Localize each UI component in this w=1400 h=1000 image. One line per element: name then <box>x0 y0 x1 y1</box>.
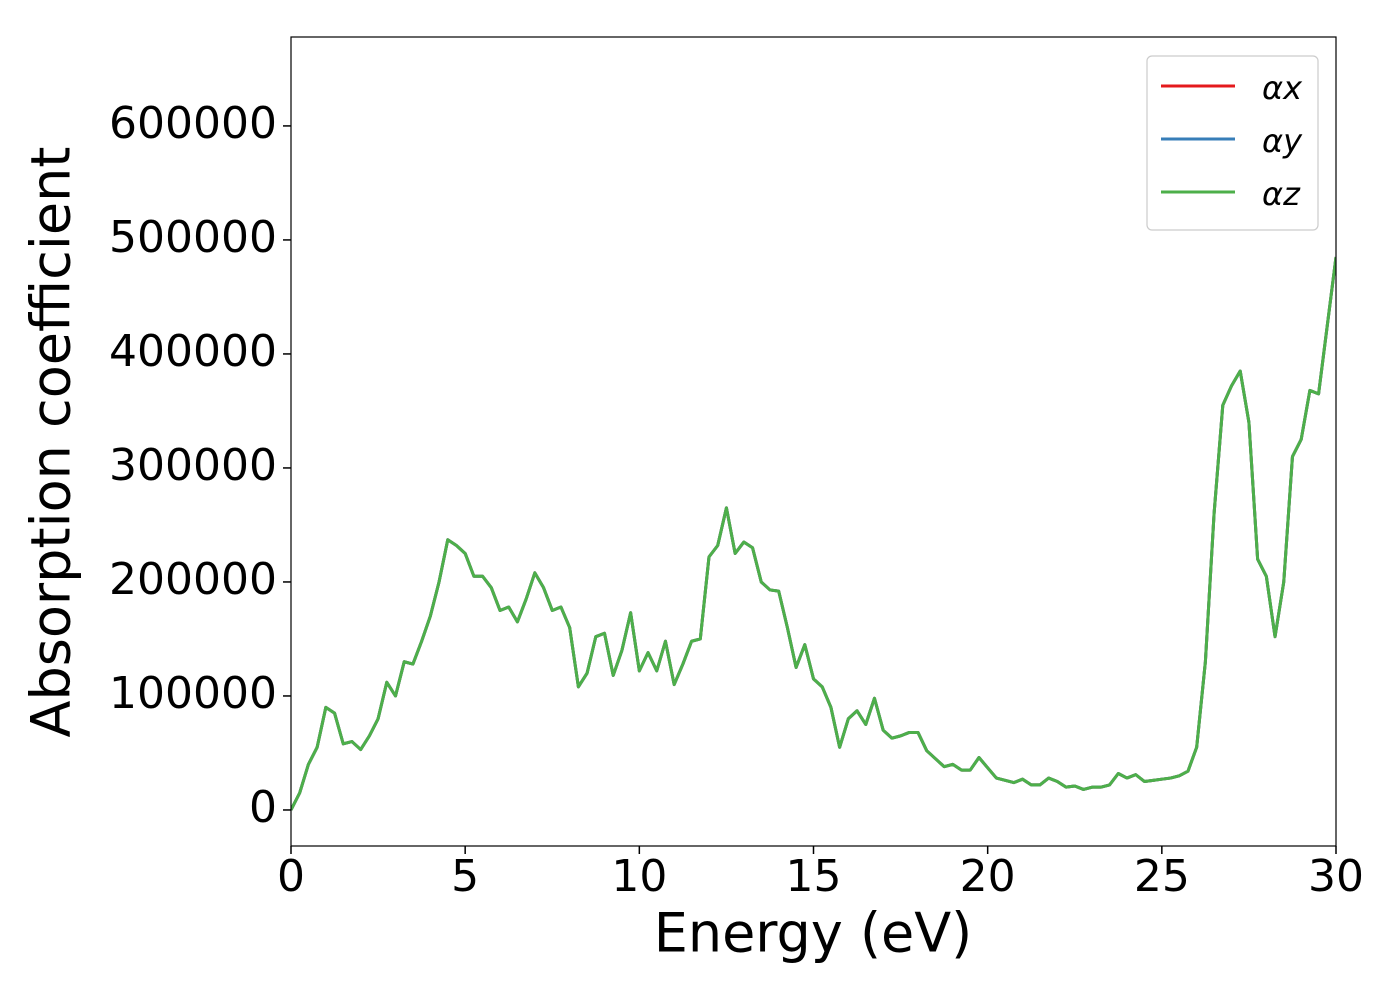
x-tick-label: 15 <box>786 851 842 902</box>
y-tick-label: 400000 <box>109 326 277 377</box>
data-line <box>291 256 1336 811</box>
legend-label: αz <box>1262 175 1301 213</box>
y-tick-label: 300000 <box>109 440 277 491</box>
y-axis-label: Absorption coefficient <box>20 147 83 738</box>
y-tick-label: 0 <box>249 782 277 833</box>
x-tick-label: 25 <box>1134 851 1190 902</box>
data-line <box>291 256 1336 811</box>
y-tick-label: 500000 <box>109 212 277 263</box>
x-tick-label: 20 <box>960 851 1016 902</box>
x-tick-label: 5 <box>451 851 479 902</box>
x-tick-label: 10 <box>611 851 667 902</box>
plot-frame <box>290 36 1337 847</box>
x-tick-label: 30 <box>1308 851 1364 902</box>
data-line <box>291 256 1336 811</box>
y-tick-label: 600000 <box>109 98 277 149</box>
y-tick-label: 100000 <box>109 668 277 719</box>
legend-box <box>1146 55 1319 231</box>
y-tick-label: 200000 <box>109 554 277 605</box>
legend-label: αx <box>1262 69 1303 107</box>
legend-label: αy <box>1262 122 1303 160</box>
x-axis-label: Energy (eV) <box>654 902 973 965</box>
x-tick-label: 0 <box>277 851 305 902</box>
